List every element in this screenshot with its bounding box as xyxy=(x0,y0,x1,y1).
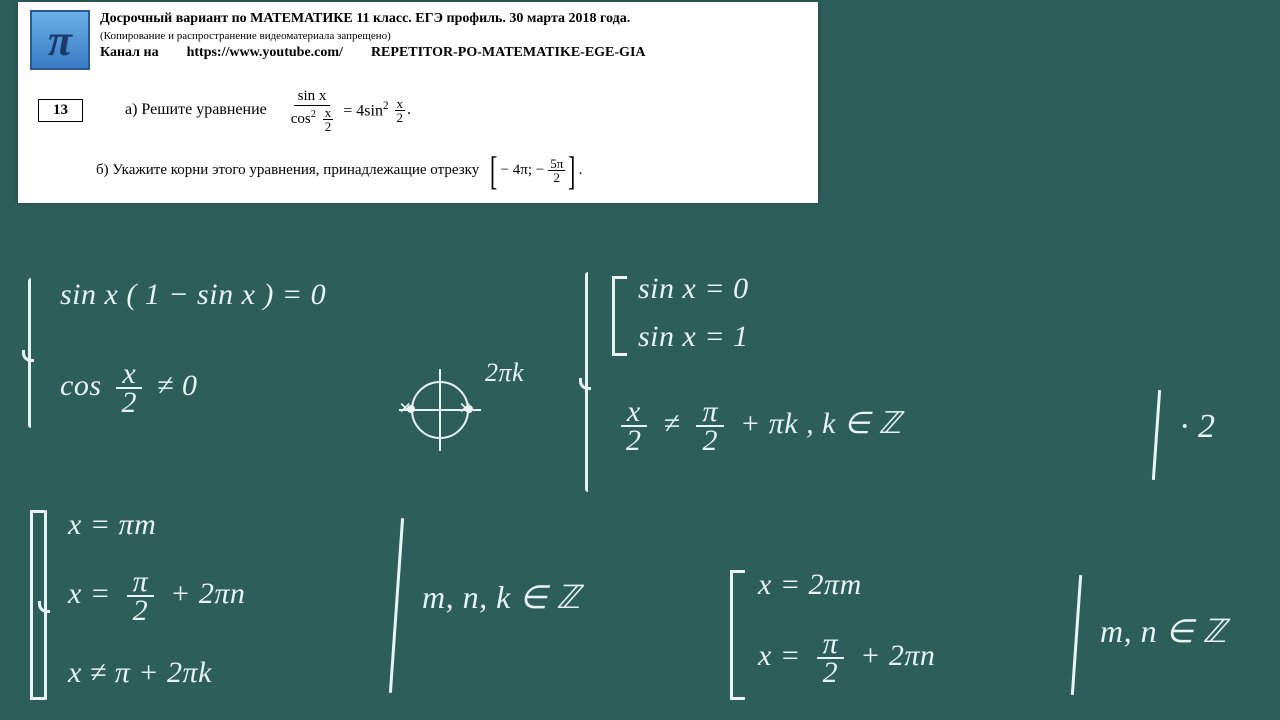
hw-ne0: ≠ 0 xyxy=(157,369,197,402)
hw-r3-pi2: π 2 xyxy=(696,398,724,454)
cos-text: cos xyxy=(291,110,311,126)
bl2-pi2: π 2 xyxy=(127,568,155,624)
hw-bl3: x ≠ π + 2πk xyxy=(68,656,212,690)
header-text: Досрочный вариант по МАТЕМАТИКЕ 11 класс… xyxy=(100,10,646,63)
br2d: 2 xyxy=(817,659,845,686)
hw-bl2: x = π 2 + 2πn xyxy=(68,568,245,624)
bl2-tail: + 2πn xyxy=(170,577,245,610)
part-b-text: б) Укажите корни этого уравнения, принад… xyxy=(96,162,479,179)
hw-l2: cos x 2 ≠ 0 xyxy=(60,360,197,416)
equation-lhs: sin x cos2 x 2 xyxy=(287,88,338,133)
problem-number: 13 xyxy=(38,99,83,122)
hw-r1: sin x = 0 xyxy=(638,272,749,306)
diagram-label: 2πk xyxy=(485,358,524,388)
hw-br-note: m, n ∈ ℤ xyxy=(1100,612,1227,650)
vbar-right xyxy=(1152,390,1161,480)
card-subtitle: (Копирование и распространение видеомате… xyxy=(100,29,646,44)
hw-br1: x = 2πm xyxy=(758,568,862,602)
lhs-den: cos2 x 2 xyxy=(287,106,338,133)
part-a-text: a) Решите уравнение xyxy=(125,101,267,119)
r3d1: 2 xyxy=(620,427,648,454)
sf2-den: 2 xyxy=(395,111,406,124)
card-channel: Канал на https://www.youtube.com/REPETITO… xyxy=(100,44,646,63)
x-over-2-b: x 2 xyxy=(395,97,406,124)
hw-r3-note: · 2 xyxy=(1180,408,1216,446)
card-header: π Досрочный вариант по МАТЕМАТИКЕ 11 кла… xyxy=(30,10,806,70)
bl2n: π xyxy=(127,568,155,597)
hw-br2: x = π 2 + 2πn xyxy=(758,630,935,686)
hw-r3-x2: x 2 xyxy=(620,398,648,454)
hn: x xyxy=(116,360,142,389)
unit-circle-diagram: × × xyxy=(405,375,475,445)
sin-sup: 2 xyxy=(383,100,389,112)
br2n: π xyxy=(817,630,845,659)
br2-xe: x = xyxy=(758,639,801,672)
interval-left: − 4π; − xyxy=(501,162,545,179)
hw-bl-note: m, n, k ∈ ℤ xyxy=(422,578,581,616)
brace-bl-inner xyxy=(44,510,47,700)
sf2-num: x xyxy=(395,97,406,111)
sqbrace-bl xyxy=(30,510,33,700)
problem-body: 13 a) Решите уравнение sin x cos2 x 2 = … xyxy=(30,88,806,189)
if-num: 5π xyxy=(548,157,565,171)
hw-l1: sin x ( 1 − sin x ) = 0 xyxy=(60,278,326,312)
card-title: Досрочный вариант по МАТЕМАТИКЕ 11 класс… xyxy=(100,10,646,29)
br2-pi2: π 2 xyxy=(817,630,845,686)
pi-logo: π xyxy=(30,10,90,70)
vbar-br xyxy=(1071,575,1082,695)
cos-sup: 2 xyxy=(311,108,316,119)
x-over-2-a: x 2 xyxy=(323,106,334,133)
hw-x2: x 2 xyxy=(116,360,144,416)
bl2-xe: x = xyxy=(68,577,111,610)
r3d2: 2 xyxy=(696,427,724,454)
lbracket: [ xyxy=(490,153,497,189)
eq-4sin: = 4sin xyxy=(343,102,383,119)
sqbrace-right-inner xyxy=(612,276,615,356)
brace-left-top xyxy=(28,278,31,428)
r3n1: x xyxy=(621,398,647,427)
period-b: . xyxy=(579,162,583,179)
hw-cos: cos xyxy=(60,369,102,402)
r3n2: π xyxy=(696,398,724,427)
period-a: . xyxy=(407,101,411,119)
rbracket: ] xyxy=(568,153,575,189)
channel-suffix: REPETITOR-PO-MATEMATIKE-EGE-GIA xyxy=(371,45,646,60)
interval: [ − 4π; − 5π 2 ] xyxy=(487,153,578,189)
problem-card: π Досрочный вариант по МАТЕМАТИКЕ 11 кла… xyxy=(18,2,818,203)
hw-bl1: x = πm xyxy=(68,508,156,542)
vbar-bl xyxy=(389,518,404,693)
bl2d: 2 xyxy=(127,597,155,624)
br2-tail: + 2πn xyxy=(860,639,935,672)
sf-num: x xyxy=(323,106,334,120)
sf-den: 2 xyxy=(323,120,334,133)
hw-r3: x 2 ≠ π 2 + πk , k ∈ ℤ xyxy=(620,398,901,454)
brace-right-outer xyxy=(585,272,588,492)
r3-tail: + πk , k ∈ ℤ xyxy=(740,407,901,440)
row-b: б) Укажите корни этого уравнения, принад… xyxy=(38,153,806,189)
row-a: 13 a) Решите уравнение sin x cos2 x 2 = … xyxy=(38,88,806,133)
eq-rhs-text: = 4sin2 xyxy=(343,100,388,120)
hw-r2: sin x = 1 xyxy=(638,320,749,354)
channel-url: https://www.youtube.com/ xyxy=(187,45,343,60)
sqbrace-br xyxy=(730,570,733,700)
interval-frac: 5π 2 xyxy=(548,157,565,184)
hd: 2 xyxy=(116,389,144,416)
lhs-num: sin x xyxy=(294,88,331,106)
r3-ne: ≠ xyxy=(664,407,681,440)
if-den: 2 xyxy=(551,171,562,184)
channel-prefix: Канал на xyxy=(100,45,159,60)
